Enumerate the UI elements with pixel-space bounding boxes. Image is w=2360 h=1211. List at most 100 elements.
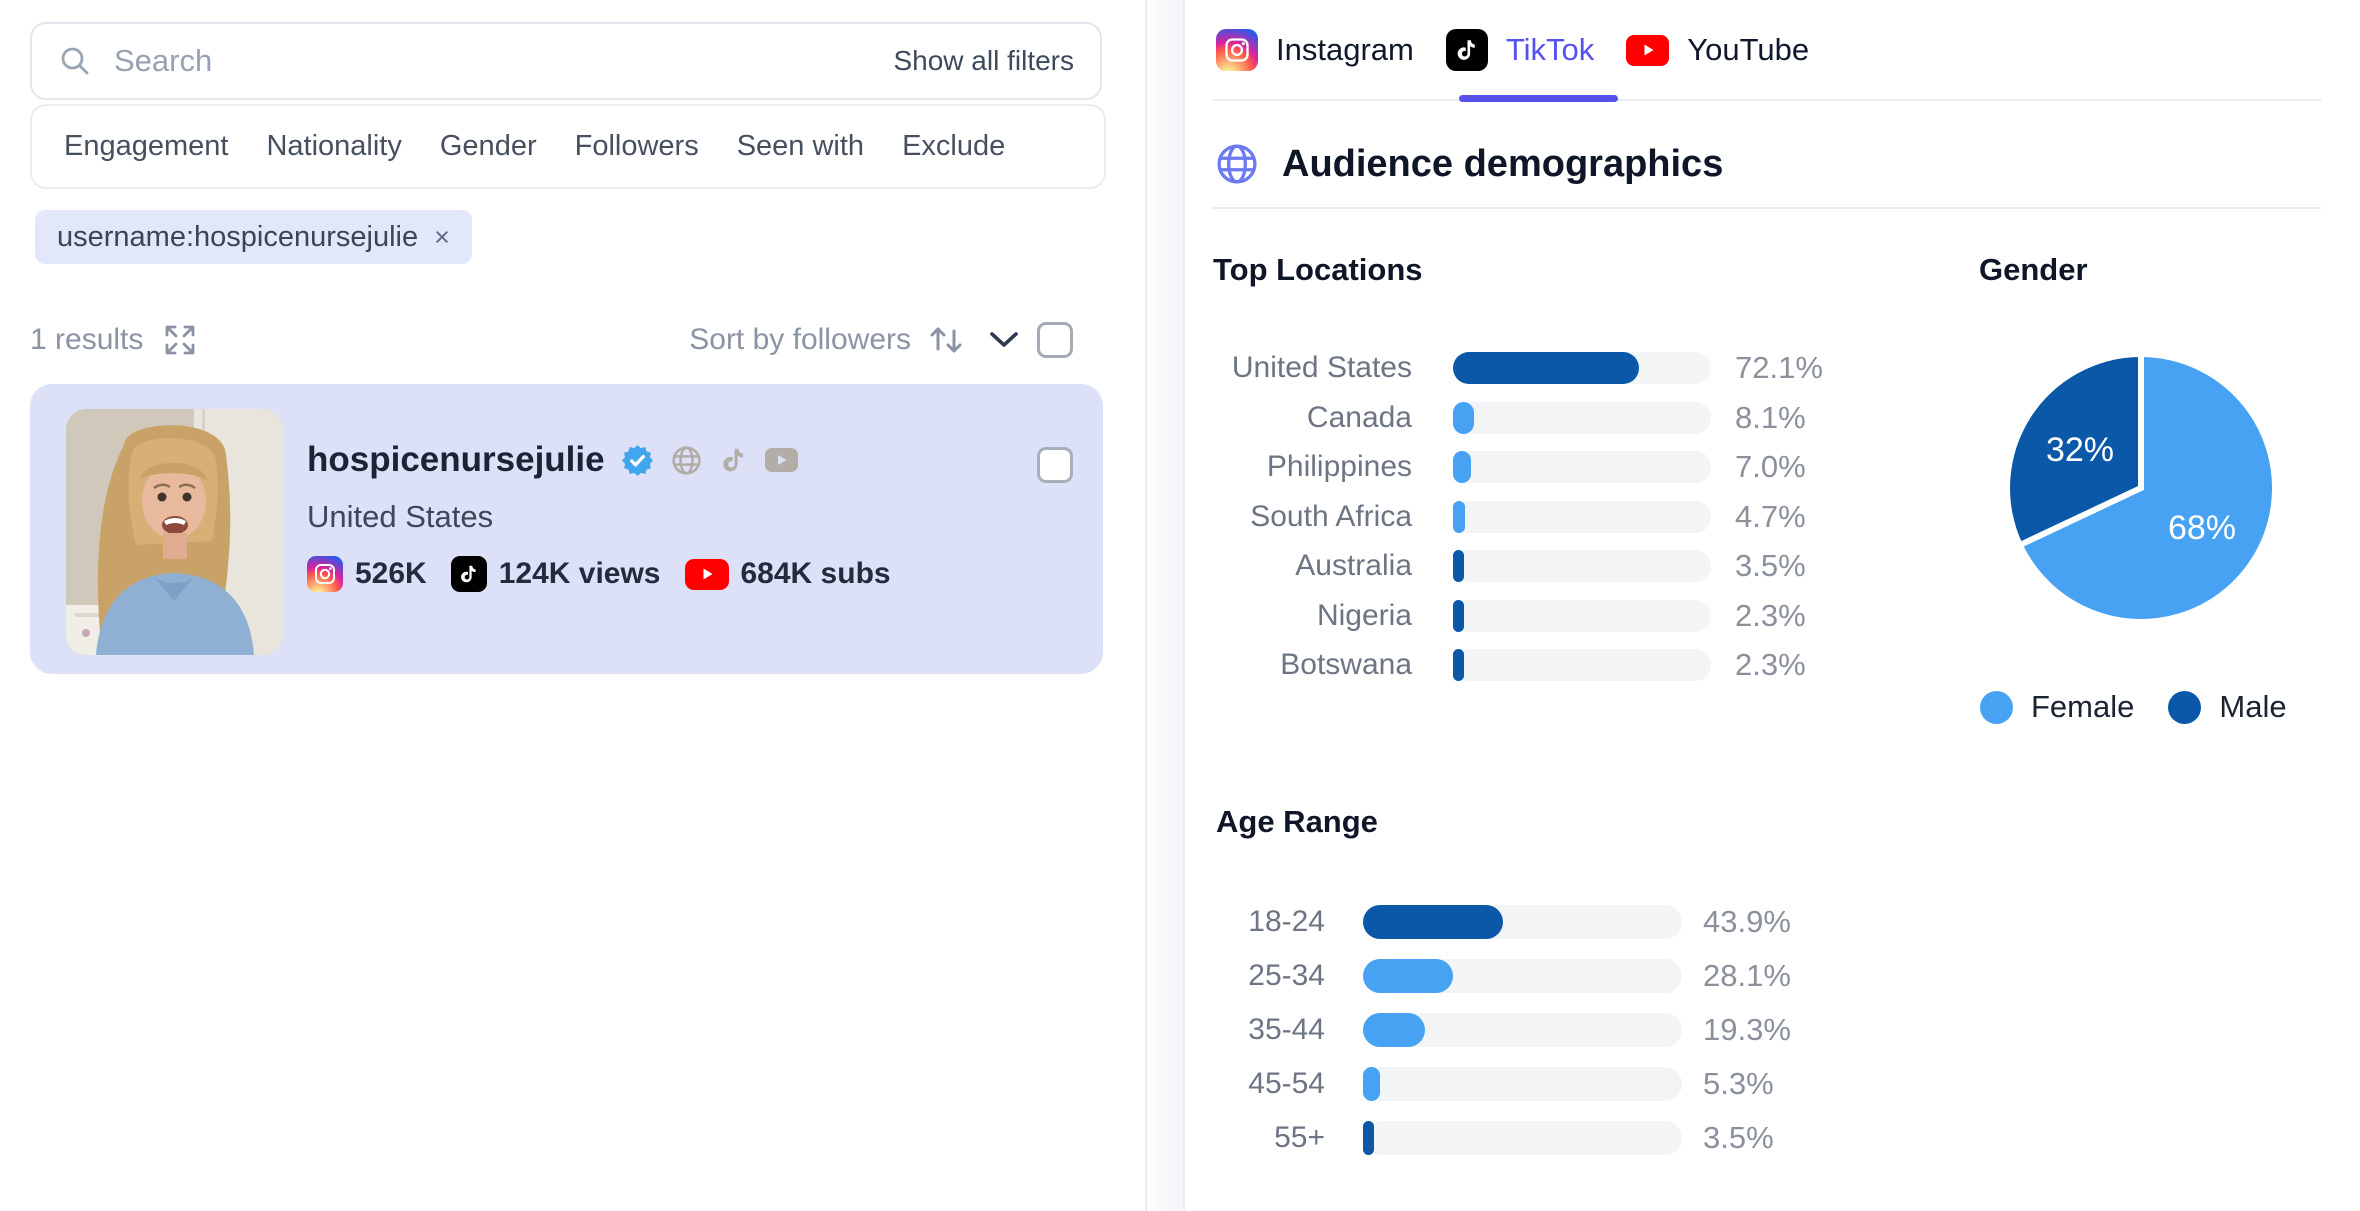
youtube-subs: 684K subs	[740, 557, 891, 590]
section-divider	[1213, 207, 2321, 209]
legend-label: Male	[2219, 689, 2287, 724]
filter-tab-nationality[interactable]: Nationality	[266, 130, 402, 162]
chevron-down-icon[interactable]	[989, 331, 1019, 349]
bar-row: Canada 8.1%	[1213, 399, 1823, 435]
bar-value-label: 8.1%	[1735, 399, 1806, 435]
bar-track	[1453, 352, 1711, 384]
bar-category-label: Nigeria	[1316, 598, 1412, 632]
bar-row: 18-24 43.9%	[1216, 904, 1791, 939]
profile-location: United States	[307, 499, 494, 534]
tab-instagram[interactable]: Instagram	[1216, 29, 1414, 71]
bar-category-label: 55+	[1274, 1121, 1325, 1154]
result-checkbox[interactable]	[1037, 447, 1073, 483]
youtube-icon	[684, 558, 729, 590]
tiktok-link-icon[interactable]	[719, 444, 749, 476]
bar-value-label: 43.9%	[1703, 904, 1791, 939]
bar-value-label: 4.7%	[1735, 498, 1806, 534]
bar-track	[1453, 550, 1711, 582]
pie-slice-female	[2022, 357, 2273, 619]
chip-label: username:hospicenursejulie	[57, 220, 419, 253]
bar-value-label: 3.5%	[1735, 548, 1806, 583]
sort-direction-icon[interactable]	[927, 321, 965, 359]
bar-category-label: Australia	[1295, 549, 1412, 582]
bar-fill	[1363, 959, 1453, 993]
active-tab-indicator	[1459, 95, 1618, 102]
bar-track	[1453, 451, 1711, 483]
profile-username[interactable]: hospicenursejulie	[307, 440, 605, 479]
bar-track	[1363, 905, 1682, 939]
avatar	[66, 409, 283, 655]
tab-youtube-label: YouTube	[1687, 32, 1810, 67]
globe-icon	[1217, 144, 1257, 184]
bar-track	[1453, 649, 1711, 681]
select-all-checkbox[interactable]	[1037, 322, 1073, 358]
gender-pie-chart: 32% 68%	[2010, 354, 2273, 619]
bar-row: Nigeria 2.3%	[1213, 598, 1823, 633]
age-range-rows: 18-24 43.9% 25-34 28.1% 35-44 19.3% 45-54 5.3% 5…	[1216, 904, 1791, 1155]
bar-value-label: 19.3%	[1703, 1012, 1791, 1047]
bar-track	[1453, 401, 1711, 434]
show-all-filters-link[interactable]: Show all filters	[893, 45, 1074, 76]
bar-fill	[1363, 1121, 1375, 1155]
results-toolbar: 1 results Sort by followers	[30, 320, 1102, 360]
expand-icon[interactable]	[163, 323, 197, 357]
pie-slice-male	[2010, 357, 2141, 544]
bar-fill	[1453, 649, 1464, 681]
bar-category-label: 45-54	[1248, 1067, 1325, 1100]
verified-badge-icon	[621, 444, 653, 476]
bar-track	[1453, 500, 1711, 533]
age-range-title: Age Range	[1216, 804, 1378, 839]
panel-divider	[1145, 0, 1185, 1211]
username-filter-chip[interactable]: username:hospicenursejulie ×	[35, 210, 472, 264]
bar-category-label: Canada	[1306, 400, 1412, 434]
search-box[interactable]: Search Show all filters	[30, 22, 1102, 100]
bar-row: 45-54 5.3%	[1216, 1066, 1791, 1101]
tab-youtube[interactable]: YouTube	[1626, 32, 1809, 68]
tab-tiktok[interactable]: TikTok	[1445, 29, 1595, 71]
bar-value-label: 2.3%	[1735, 647, 1806, 682]
bar-category-label: 35-44	[1248, 1013, 1325, 1046]
website-globe-icon[interactable]	[670, 444, 703, 477]
bar-track	[1363, 1067, 1682, 1101]
instagram-icon	[1216, 29, 1258, 71]
filter-tab-gender[interactable]: Gender	[439, 130, 537, 162]
legend-dot	[2168, 690, 2202, 724]
results-count: 1 results	[30, 323, 144, 356]
tab-instagram-label: Instagram	[1276, 32, 1414, 67]
bar-category-label: South Africa	[1250, 499, 1412, 533]
legend-item-female: Female	[1980, 689, 2134, 725]
filter-tab-engagement[interactable]: Engagement	[64, 130, 229, 162]
search-input[interactable]: Search	[114, 43, 213, 78]
gender-title: Gender	[1979, 252, 2088, 287]
pie-label-female: 68%	[2168, 509, 2236, 547]
filter-tab-followers[interactable]: Followers	[574, 130, 699, 162]
bar-track	[1363, 1013, 1682, 1047]
bar-fill	[1453, 500, 1466, 533]
youtube-link-icon[interactable]	[764, 448, 798, 472]
bar-fill	[1363, 1013, 1425, 1047]
bar-value-label: 28.1%	[1703, 958, 1791, 993]
result-card[interactable]: hospicenursejulie	[30, 384, 1103, 674]
instagram-icon	[307, 556, 343, 592]
filter-tab-exclude[interactable]: Exclude	[902, 130, 1006, 162]
filter-bar: Engagement Nationality Gender Followers …	[30, 104, 1106, 189]
youtube-icon	[1626, 34, 1670, 66]
sort-by-label[interactable]: Sort by followers	[689, 323, 911, 356]
bar-fill	[1453, 599, 1464, 632]
bar-value-label: 3.5%	[1703, 1120, 1774, 1155]
legend-label: Female	[2031, 689, 2135, 724]
search-icon	[61, 47, 89, 75]
bar-row: United States 72.1%	[1213, 350, 1823, 385]
chip-remove-icon[interactable]: ×	[434, 221, 450, 252]
tab-tiktok-label: TikTok	[1505, 32, 1595, 67]
bar-fill	[1453, 550, 1464, 582]
profile-info: hospicenursejulie	[307, 442, 891, 592]
pie-label-male: 32%	[2046, 431, 2114, 469]
legend-item-male: Male	[2168, 689, 2287, 725]
bar-track	[1363, 959, 1682, 993]
bar-fill	[1453, 352, 1640, 384]
bar-value-label: 72.1%	[1735, 350, 1823, 385]
tabs-divider	[1213, 99, 2321, 101]
filter-tab-seen-with[interactable]: Seen with	[736, 130, 865, 162]
